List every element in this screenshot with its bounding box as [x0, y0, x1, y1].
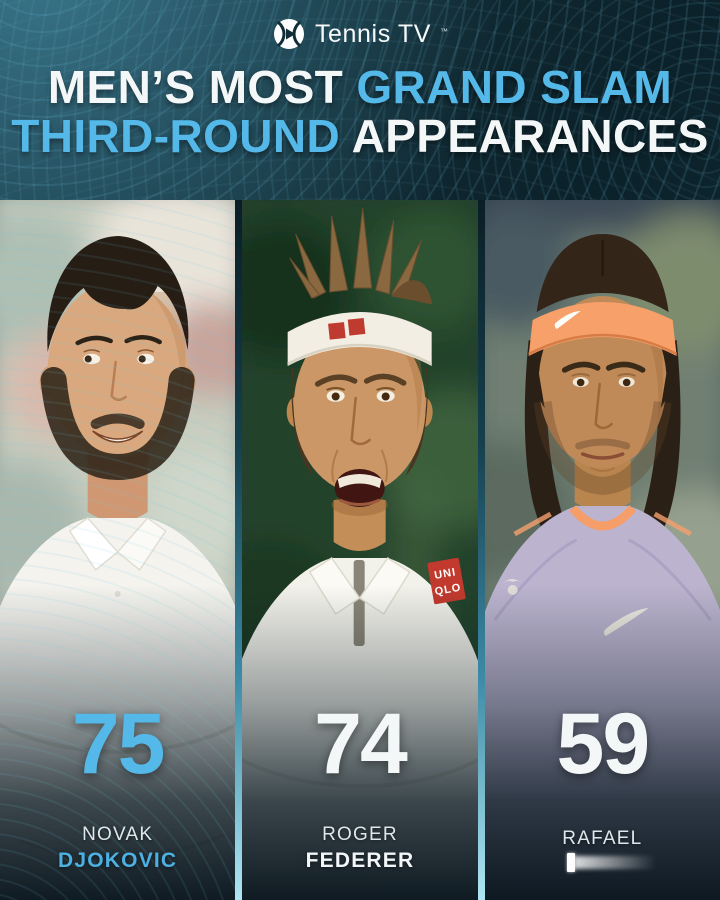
- player-first-name: NOVAK: [82, 824, 154, 845]
- nadal-photo: [484, 200, 720, 900]
- open-shouting-mouth: [334, 469, 385, 507]
- federer-photo: UNI QLO: [242, 200, 478, 900]
- title-line2-white: APPEARANCES: [351, 109, 709, 162]
- player-name-djokovic: NOVAK DJOKOVIC: [0, 824, 235, 873]
- title-line1-white: MEN’S MOST: [47, 61, 357, 113]
- player-first-name: ROGER: [322, 824, 398, 845]
- tennistv-logo: Tennis TV ™: [272, 17, 448, 51]
- player-last-name: DJOKOVIC: [58, 849, 178, 872]
- player-panel-nadal: 59 RAFAEL: [484, 200, 720, 900]
- djokovic-photo: [0, 200, 236, 900]
- nadal-head: [527, 234, 677, 496]
- mustache: [90, 413, 145, 429]
- players-row: 75 NOVAK DJOKOVIC: [0, 200, 720, 900]
- title-line-1: MEN’S MOST GRAND SLAM: [0, 63, 720, 112]
- header: Tennis TV ™ MEN’S MOST GRAND SLAM THIRD-R…: [0, 0, 720, 200]
- tennis-ball-play-icon: [273, 19, 304, 49]
- player-name-federer: ROGER FEDERER: [242, 824, 477, 873]
- stat-value-djokovic: 75: [71, 696, 166, 792]
- logo-text: Tennis TV: [314, 20, 432, 48]
- player-first-name: RAFAEL: [562, 828, 643, 849]
- player-last-name: FEDERER: [305, 849, 415, 872]
- smudge-bar: [566, 853, 575, 872]
- player-last-name-obscured: [566, 853, 687, 873]
- player-name-nadal: RAFAEL: [485, 828, 720, 873]
- page-title: MEN’S MOST GRAND SLAM THIRD-ROUND APPEAR…: [0, 63, 720, 161]
- player-panel-djokovic: 75 NOVAK DJOKOVIC: [0, 200, 236, 900]
- logo-trademark: ™: [440, 27, 449, 36]
- title-line1-blue: GRAND SLAM: [356, 61, 673, 113]
- smudge-streak: [573, 856, 656, 869]
- stat-value-nadal: 59: [556, 696, 650, 792]
- shirt-placket: [353, 560, 365, 646]
- stat-value-federer: 74: [314, 696, 408, 792]
- player-panel-federer: UNI QLO: [242, 200, 478, 900]
- title-line-2: THIRD-ROUND APPEARANCES: [0, 109, 720, 162]
- title-line2-blue: THIRD-ROUND: [11, 109, 352, 162]
